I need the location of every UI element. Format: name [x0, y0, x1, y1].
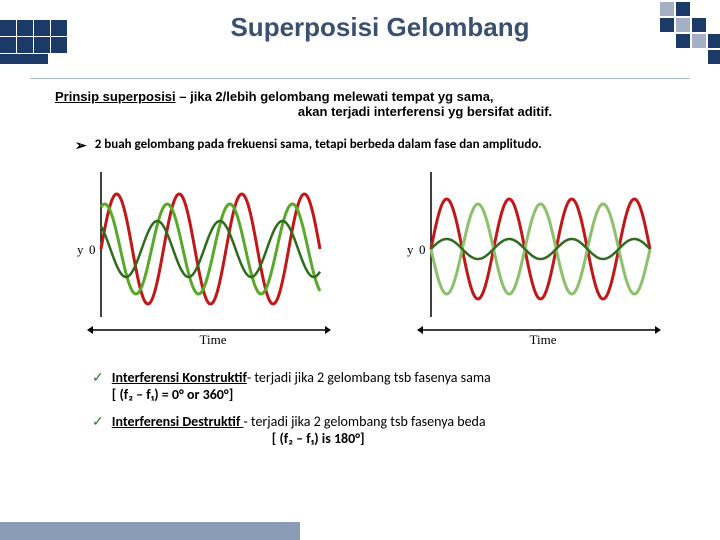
check1-rest: - terjadi jika 2 gelombang tsb fasenya s…	[247, 369, 491, 386]
principle-rest: – jika 2/lebih gelombang melewati tempat…	[176, 89, 494, 104]
check-row-2: ✓ Interferensi Destruktif - terjadi jika…	[92, 413, 660, 447]
svg-text:y: y	[407, 242, 414, 257]
chart-destructive: y0 Time	[385, 162, 665, 357]
svg-text:Time: Time	[530, 332, 557, 347]
check1-title: Interferensi Konstruktif	[112, 369, 247, 386]
check-icon: ✓	[92, 413, 104, 430]
svg-text:0: 0	[419, 242, 426, 257]
check1-line2: [ (f₂ – f₁) = 0° or 360°]	[112, 386, 234, 403]
svg-text:y: y	[77, 242, 84, 257]
check-row-1: ✓ Interferensi Konstruktif- terjadi jika…	[92, 369, 660, 403]
principle-line2: akan terjadi interferensi yg bersifat ad…	[0, 104, 720, 119]
svg-text:Time: Time	[200, 332, 227, 347]
bullet-row-1: ➢ 2 buah gelombang pada frekuensi sama, …	[0, 119, 720, 154]
bullet-text-1: 2 buah gelombang pada frekuensi sama, te…	[95, 137, 542, 152]
principle-underline: Prinsip superposisi	[55, 89, 176, 104]
chart-constructive: y0 Time	[55, 162, 335, 357]
principle-text: Prinsip superposisi – jika 2/lebih gelom…	[0, 79, 720, 104]
footer-bar	[0, 522, 300, 540]
check2-title: Interferensi Destruktif	[112, 413, 244, 430]
check2-line2: [ (f₂ – f₁) is 180°]	[112, 430, 365, 447]
check-icon: ✓	[92, 369, 104, 386]
arrow-icon: ➢	[75, 137, 87, 154]
page-title: Superposisi Gelombang	[0, 12, 720, 43]
check2-rest: - terjadi jika 2 gelombang tsb fasenya b…	[243, 413, 485, 430]
svg-text:0: 0	[89, 242, 96, 257]
